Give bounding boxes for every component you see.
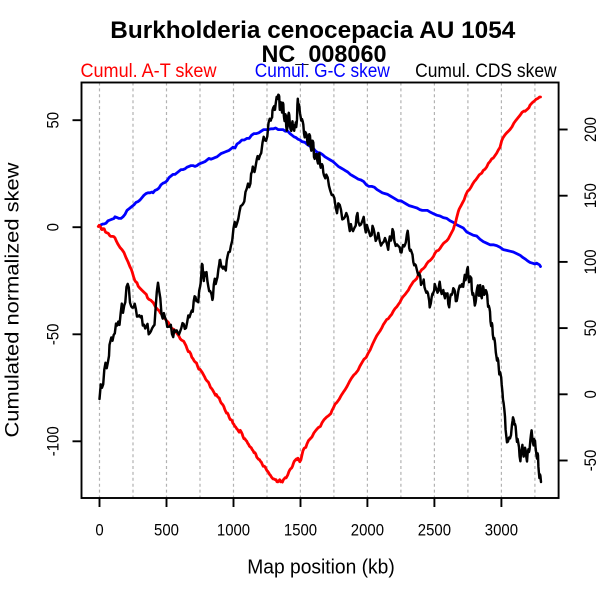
svg-text:200: 200 (581, 117, 600, 142)
svg-text:100: 100 (581, 249, 600, 274)
svg-text:NC_008060: NC_008060 (262, 41, 387, 68)
svg-text:2500: 2500 (418, 521, 451, 540)
svg-text:Cumul. A-T skew: Cumul. A-T skew (81, 61, 217, 82)
svg-text:500: 500 (154, 521, 179, 540)
svg-text:50: 50 (43, 112, 62, 129)
svg-text:2000: 2000 (351, 521, 384, 540)
svg-text:1000: 1000 (217, 521, 250, 540)
svg-text:0: 0 (581, 390, 600, 398)
svg-text:Cumul. G-C skew: Cumul. G-C skew (255, 61, 390, 82)
svg-text:0: 0 (95, 521, 103, 540)
svg-text:-100: -100 (43, 426, 62, 456)
svg-text:Map position (kb): Map position (kb) (247, 557, 395, 579)
svg-text:Cumulated normalized skew: Cumulated normalized skew (3, 162, 24, 437)
svg-text:3000: 3000 (485, 521, 518, 540)
svg-text:0: 0 (43, 223, 62, 231)
svg-text:-50: -50 (43, 324, 62, 346)
svg-text:Burkholderia cenocepacia AU 10: Burkholderia cenocepacia AU 1054 (110, 17, 515, 44)
svg-text:150: 150 (581, 183, 600, 208)
svg-text:1500: 1500 (284, 521, 317, 540)
svg-text:Cumul. CDS skew: Cumul. CDS skew (415, 61, 557, 82)
svg-text:-50: -50 (581, 450, 600, 472)
svg-text:50: 50 (581, 320, 600, 337)
